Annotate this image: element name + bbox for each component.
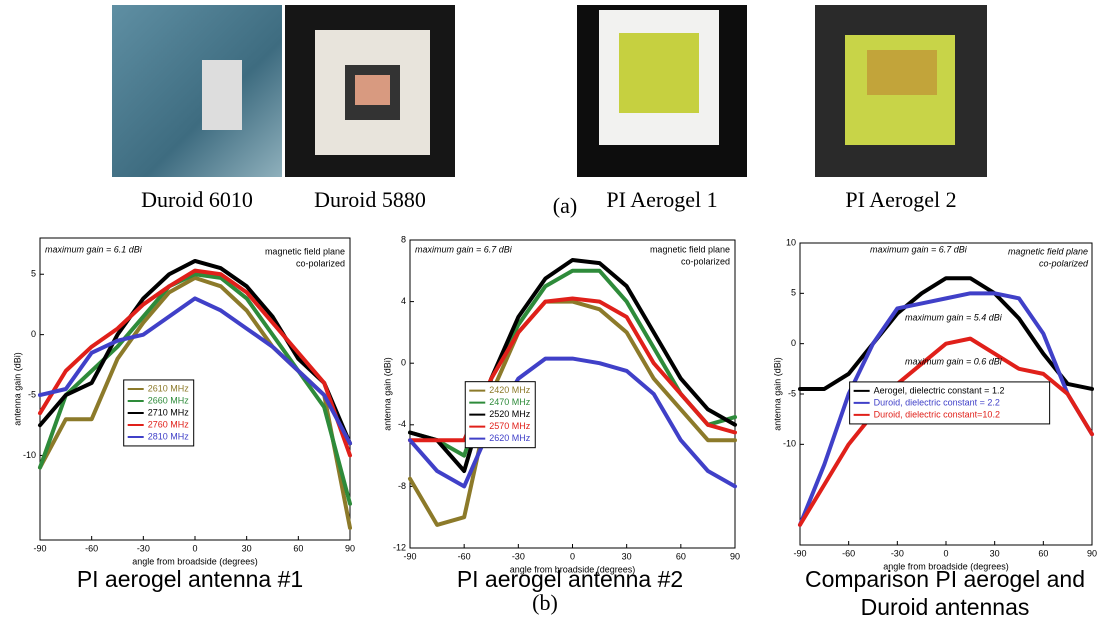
legend-label: 2760 MHz (148, 419, 190, 429)
legend-label: 2660 MHz (148, 395, 190, 405)
annotation: magnetic field plane (265, 246, 345, 256)
photo-caption: PI Aerogel 1 (606, 187, 718, 212)
series-line (408, 258, 737, 473)
photo-caption: Duroid 6010 (141, 187, 253, 212)
series-line (408, 356, 737, 489)
panel-label: (b) (532, 590, 558, 615)
legend-label: 2710 MHz (148, 407, 190, 417)
y-tick-label: -5 (788, 388, 796, 398)
series-line (38, 296, 352, 446)
y-tick-label: -5 (28, 389, 36, 399)
annotation: co-polarized (1039, 258, 1089, 268)
panel-label: (a) (552, 193, 578, 218)
y-tick-label: -10 (23, 450, 36, 460)
x-tick-label: -60 (458, 551, 471, 561)
annotation: maximum gain = 0.6 dBi (905, 356, 1003, 366)
legend-label: Duroid, dielectric constant = 2.2 (874, 397, 1000, 407)
photo (815, 5, 987, 177)
series-line (408, 296, 737, 443)
x-tick-label: -90 (403, 551, 416, 561)
annotation: maximum gain = 6.7 dBi (870, 244, 968, 254)
legend-label: 2420 MHz (489, 385, 531, 395)
y-tick-label: 4 (401, 296, 406, 306)
annotation: magnetic field plane (650, 244, 730, 254)
x-tick-label: 90 (1087, 548, 1097, 558)
x-tick-label: 60 (293, 543, 303, 553)
y-tick-label: 10 (786, 237, 796, 247)
legend-label: 2810 MHz (148, 431, 190, 441)
annotation: co-polarized (681, 256, 730, 266)
legend-label: 2620 MHz (489, 433, 531, 443)
legend-label: Duroid, dielectric constant=10.2 (874, 409, 1000, 419)
plot-frame (409, 239, 736, 549)
x-tick-label: -30 (891, 548, 904, 558)
photo (285, 5, 455, 177)
series-line (408, 299, 737, 527)
chart-caption: Comparison PI aerogel and Duroid antenna… (805, 566, 1085, 620)
series-line (38, 272, 352, 506)
series-line (798, 291, 1094, 527)
legend-label: 2470 MHz (489, 397, 531, 407)
x-axis-label: angle from broadside (degrees) (132, 556, 258, 566)
annotation: maximum gain = 6.7 dBi (415, 244, 513, 254)
x-tick-label: -90 (33, 543, 46, 553)
y-tick-label: -10 (783, 439, 796, 449)
x-tick-label: 0 (943, 548, 948, 558)
y-tick-label: 5 (791, 288, 796, 298)
series-line (38, 258, 352, 446)
annotation: maximum gain = 6.1 dBi (45, 244, 143, 254)
x-tick-label: -30 (137, 543, 150, 553)
x-tick-label: 30 (622, 551, 632, 561)
legend-label: 2520 MHz (489, 409, 531, 419)
x-tick-label: 30 (990, 548, 1000, 558)
series-line (798, 276, 1094, 391)
chart-caption: PI aerogel antenna #1 (76, 566, 304, 592)
photo (577, 5, 747, 177)
x-tick-label: 90 (345, 543, 355, 553)
x-tick-label: -30 (512, 551, 525, 561)
x-tick-label: 30 (242, 543, 252, 553)
photo-caption: Duroid 5880 (314, 187, 426, 212)
x-axis-label: angle from broadside (degrees) (510, 564, 636, 574)
x-tick-label: 60 (676, 551, 686, 561)
y-axis-label: antenna gain (dBi) (12, 352, 22, 426)
y-axis-label: antenna gain (dBi) (772, 357, 782, 431)
chart-caption: PI aerogel antenna #2 (456, 566, 684, 592)
x-tick-label: 90 (730, 551, 740, 561)
annotation: magnetic field plane (1008, 246, 1088, 256)
annotation: maximum gain = 5.4 dBi (905, 312, 1003, 322)
x-axis-label: angle from broadside (degrees) (883, 561, 1009, 571)
series-line (38, 268, 352, 458)
x-tick-label: -60 (85, 543, 98, 553)
legend-label: 2610 MHz (148, 383, 190, 393)
x-tick-label: -90 (793, 548, 806, 558)
photo-caption: PI Aerogel 2 (845, 187, 957, 212)
x-tick-label: -60 (842, 548, 855, 558)
y-tick-label: -8 (398, 481, 406, 491)
y-tick-label: 8 (401, 234, 406, 244)
series-line (798, 336, 1094, 527)
photo (112, 5, 282, 177)
legend-box (849, 381, 1051, 425)
y-tick-label: 0 (401, 358, 406, 368)
x-tick-label: 0 (192, 543, 197, 553)
series-line (38, 275, 352, 530)
x-tick-label: 0 (570, 551, 575, 561)
y-tick-label: 5 (31, 269, 36, 279)
y-axis-label: antenna gain (dBi) (382, 357, 392, 431)
x-tick-label: 60 (1038, 548, 1048, 558)
legend-label: 2570 MHz (489, 421, 531, 431)
y-tick-label: 0 (31, 329, 36, 339)
y-tick-label: -12 (393, 542, 406, 552)
legend-label: Aerogel, dielectric constant = 1.2 (874, 385, 1005, 395)
plot-frame (39, 237, 351, 541)
y-tick-label: -4 (398, 419, 406, 429)
annotation: co-polarized (296, 258, 345, 268)
y-tick-label: 0 (791, 338, 796, 348)
